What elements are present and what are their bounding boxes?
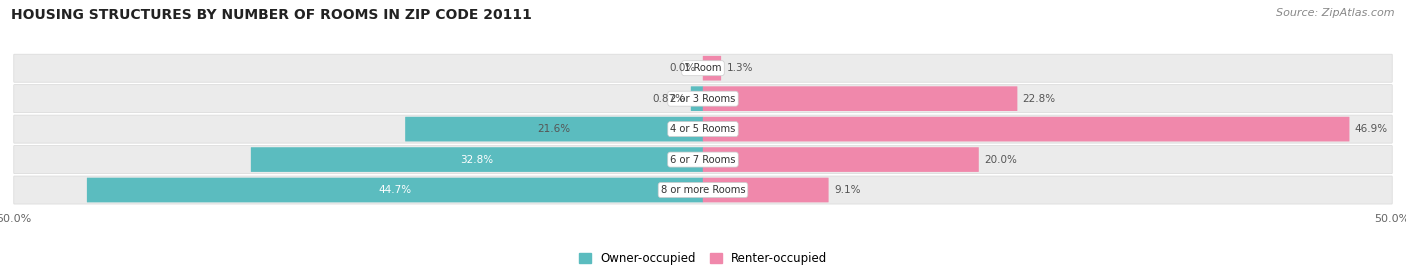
Text: 0.87%: 0.87%: [652, 94, 686, 104]
Text: 1.3%: 1.3%: [727, 63, 754, 73]
Text: Source: ZipAtlas.com: Source: ZipAtlas.com: [1277, 8, 1395, 18]
FancyBboxPatch shape: [405, 117, 703, 141]
FancyBboxPatch shape: [703, 147, 979, 172]
Text: 2 or 3 Rooms: 2 or 3 Rooms: [671, 94, 735, 104]
FancyBboxPatch shape: [690, 86, 703, 111]
Text: 46.9%: 46.9%: [1355, 124, 1388, 134]
FancyBboxPatch shape: [250, 147, 703, 172]
Text: 44.7%: 44.7%: [378, 185, 412, 195]
FancyBboxPatch shape: [703, 56, 721, 80]
Text: 22.8%: 22.8%: [1022, 94, 1056, 104]
Text: 9.1%: 9.1%: [834, 185, 860, 195]
FancyBboxPatch shape: [703, 86, 1018, 111]
FancyBboxPatch shape: [14, 115, 1392, 143]
FancyBboxPatch shape: [703, 117, 1350, 141]
Text: 0.0%: 0.0%: [669, 63, 696, 73]
Legend: Owner-occupied, Renter-occupied: Owner-occupied, Renter-occupied: [579, 252, 827, 265]
Text: 21.6%: 21.6%: [537, 124, 571, 134]
FancyBboxPatch shape: [14, 54, 1392, 82]
Text: 32.8%: 32.8%: [461, 155, 494, 165]
Text: 20.0%: 20.0%: [984, 155, 1017, 165]
Text: 6 or 7 Rooms: 6 or 7 Rooms: [671, 155, 735, 165]
FancyBboxPatch shape: [87, 178, 703, 202]
FancyBboxPatch shape: [14, 146, 1392, 174]
Text: 1 Room: 1 Room: [685, 63, 721, 73]
Text: HOUSING STRUCTURES BY NUMBER OF ROOMS IN ZIP CODE 20111: HOUSING STRUCTURES BY NUMBER OF ROOMS IN…: [11, 8, 531, 22]
Text: 8 or more Rooms: 8 or more Rooms: [661, 185, 745, 195]
FancyBboxPatch shape: [703, 178, 828, 202]
Text: 4 or 5 Rooms: 4 or 5 Rooms: [671, 124, 735, 134]
FancyBboxPatch shape: [14, 85, 1392, 113]
FancyBboxPatch shape: [14, 176, 1392, 204]
